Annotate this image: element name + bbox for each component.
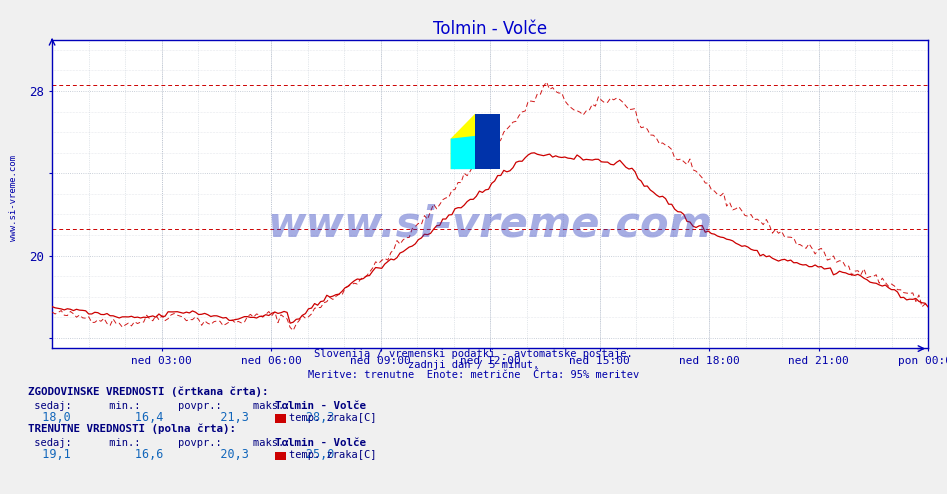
Text: ZGODOVINSKE VREDNOSTI (črtkana črta):: ZGODOVINSKE VREDNOSTI (črtkana črta): xyxy=(28,387,269,397)
Text: www.si-vreme.com: www.si-vreme.com xyxy=(268,204,712,246)
Text: 19,1         16,6        20,3        25,0: 19,1 16,6 20,3 25,0 xyxy=(28,448,335,461)
Polygon shape xyxy=(451,114,475,169)
Text: www.si-vreme.com: www.si-vreme.com xyxy=(9,155,19,241)
Text: sedaj:      min.:      povpr.:     maks.:: sedaj: min.: povpr.: maks.: xyxy=(28,401,291,411)
Text: Slovenija / vremenski podatki - avtomatske postaje.: Slovenija / vremenski podatki - avtomats… xyxy=(314,349,633,359)
Text: Meritve: trenutne  Enote: metrične  Črta: 95% meritev: Meritve: trenutne Enote: metrične Črta: … xyxy=(308,370,639,380)
Text: 18,0         16,4        21,3        28,3: 18,0 16,4 21,3 28,3 xyxy=(28,411,335,424)
Polygon shape xyxy=(475,114,500,169)
Text: temp. zraka[C]: temp. zraka[C] xyxy=(289,451,376,460)
Text: TRENUTNE VREDNOSTI (polna črta):: TRENUTNE VREDNOSTI (polna črta): xyxy=(28,424,237,434)
Text: zadnji dan / 5 minut.: zadnji dan / 5 minut. xyxy=(408,360,539,370)
Polygon shape xyxy=(451,136,475,169)
Title: Tolmin - Volče: Tolmin - Volče xyxy=(433,20,547,38)
Text: Tolmin - Volče: Tolmin - Volče xyxy=(275,438,366,448)
Text: sedaj:      min.:      povpr.:     maks.:: sedaj: min.: povpr.: maks.: xyxy=(28,438,291,448)
Text: Tolmin - Volče: Tolmin - Volče xyxy=(275,401,366,411)
Text: temp. zraka[C]: temp. zraka[C] xyxy=(289,413,376,423)
